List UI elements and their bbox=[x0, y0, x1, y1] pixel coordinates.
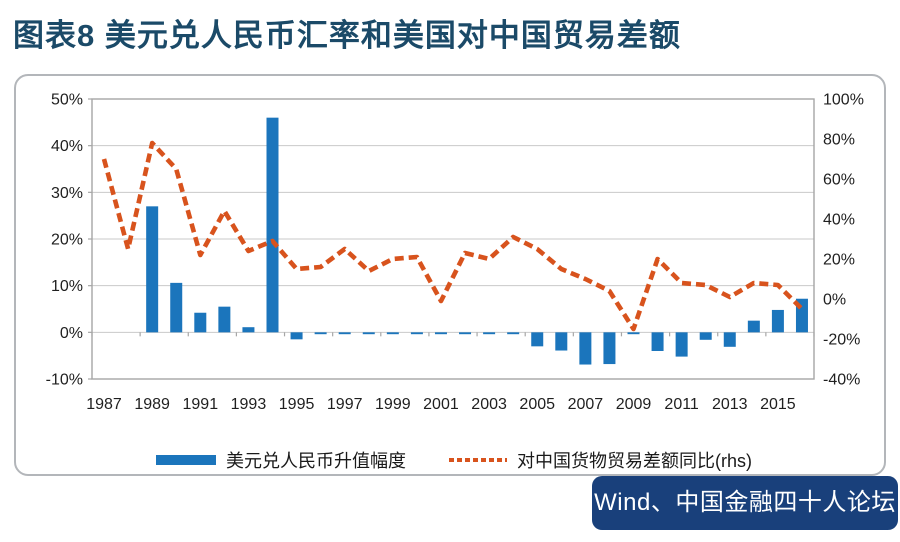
right-axis-label: 100% bbox=[823, 92, 864, 109]
line-series-label: 对中国货物贸易差额同比(rhs) bbox=[517, 451, 752, 471]
x-axis-label: 2003 bbox=[471, 396, 507, 413]
bar-2006 bbox=[555, 332, 568, 351]
x-axis-label: 1995 bbox=[279, 396, 315, 413]
x-axis-label: 1987 bbox=[86, 396, 122, 413]
trade-balance-line bbox=[101, 140, 804, 332]
bar-2007 bbox=[579, 332, 592, 365]
x-axis-label: 1989 bbox=[134, 396, 170, 413]
x-axis-label: 2011 bbox=[664, 396, 699, 413]
bar-series-swatch bbox=[156, 455, 216, 465]
bar-1991 bbox=[194, 312, 207, 333]
x-axis-label: 1993 bbox=[231, 396, 267, 413]
bar-series-label: 美元兑人民币升值幅度 bbox=[226, 451, 406, 471]
bar-2000 bbox=[410, 332, 423, 335]
left-axis-label: 40% bbox=[51, 138, 83, 155]
bar-2005 bbox=[531, 332, 544, 347]
bar-1998 bbox=[362, 332, 375, 335]
legend-item-line-series: 对中国货物贸易差额同比(rhs) bbox=[449, 448, 752, 472]
left-axis-label: 50% bbox=[51, 92, 83, 109]
bar-1997 bbox=[338, 332, 351, 335]
x-axis-label: 1991 bbox=[183, 396, 219, 413]
right-axis-label: -20% bbox=[823, 332, 860, 349]
bar-2004 bbox=[507, 332, 520, 335]
bar-2010 bbox=[651, 332, 664, 351]
chart-container: 50% 40% 30% 20% 10% 0% -10% 100% 80% 60% 40% 20% 0% -… bbox=[14, 74, 886, 476]
bar-2009 bbox=[627, 332, 640, 335]
right-axis-label: 40% bbox=[823, 212, 855, 229]
bar-2003 bbox=[483, 332, 496, 335]
x-axis-label: 2007 bbox=[568, 396, 604, 413]
bar-2008 bbox=[603, 332, 616, 365]
bar-2002 bbox=[459, 332, 472, 335]
bar-1989 bbox=[146, 206, 159, 333]
left-axis-label: 10% bbox=[51, 278, 83, 295]
bar-1994 bbox=[266, 117, 279, 333]
left-axis-label: 0% bbox=[60, 325, 83, 342]
left-axis-label: -10% bbox=[46, 372, 83, 389]
bar-2013 bbox=[723, 332, 736, 347]
x-axis-label: 2005 bbox=[519, 396, 555, 413]
right-axis-label: 0% bbox=[823, 292, 846, 309]
chart-title: 图表8 美元兑人民币汇率和美国对中国贸易差额 bbox=[13, 18, 681, 53]
bar-2014 bbox=[747, 320, 760, 333]
bar-1999 bbox=[386, 332, 399, 335]
x-axis-label: 1997 bbox=[327, 396, 363, 413]
chart-legend: 美元兑人民币升值幅度 对中国货物贸易差额同比(rhs) bbox=[16, 448, 884, 474]
bar-2001 bbox=[434, 332, 447, 335]
left-axis-label: 30% bbox=[51, 185, 83, 202]
bar-1995 bbox=[290, 332, 303, 340]
bar-2011 bbox=[675, 332, 688, 357]
left-axis-label: 20% bbox=[51, 232, 83, 249]
right-axis-label: -40% bbox=[823, 372, 860, 389]
line-series-swatch bbox=[449, 458, 507, 462]
legend-item-bar-series: 美元兑人民币升值幅度 bbox=[156, 448, 406, 472]
combo-chart: 50% 40% 30% 20% 10% 0% -10% 100% 80% 60% 40% 20% 0% -… bbox=[46, 92, 864, 414]
right-axis-label: 60% bbox=[823, 172, 855, 189]
x-axis-label: 2015 bbox=[760, 396, 796, 413]
right-axis-label: 20% bbox=[823, 252, 855, 269]
x-axis-label: 1999 bbox=[375, 396, 411, 413]
right-axis-label: 80% bbox=[823, 132, 855, 149]
x-axis-label: 2009 bbox=[616, 396, 652, 413]
bar-1992 bbox=[218, 306, 231, 333]
bar-2012 bbox=[699, 332, 712, 340]
source-badge: Wind、中国金融四十人论坛 bbox=[592, 476, 898, 530]
bar-2015 bbox=[771, 309, 784, 333]
bar-1993 bbox=[242, 327, 255, 333]
x-axis-label: 2001 bbox=[423, 396, 459, 413]
bar-1990 bbox=[170, 282, 183, 333]
bar-1996 bbox=[314, 332, 327, 335]
x-axis-label: 2013 bbox=[712, 396, 748, 413]
